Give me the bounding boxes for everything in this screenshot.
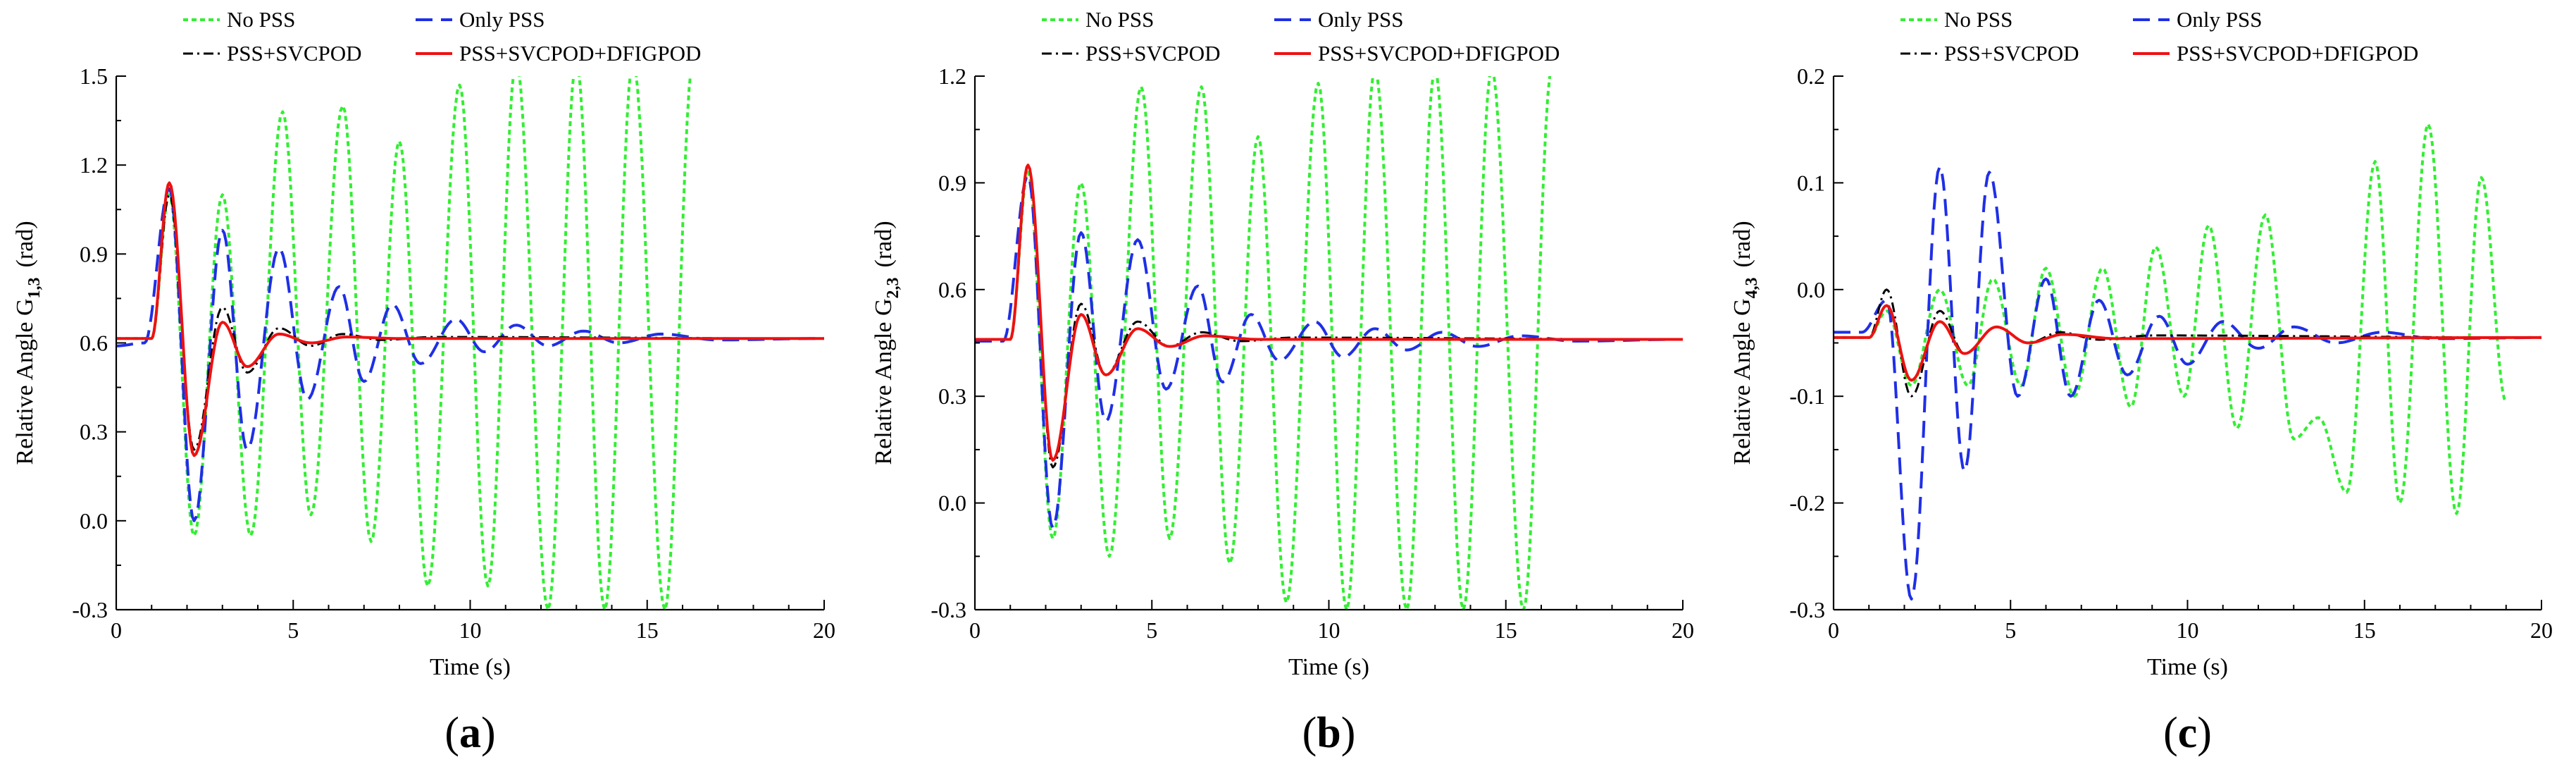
x-axis-title: Time (s) — [2147, 654, 2228, 680]
y-tick-label: -0.3 — [1789, 597, 1825, 622]
y-axis-title-subscript: 1,3 — [25, 278, 44, 299]
y-axis-title: Relative Angle G4,3 (rad) — [1729, 221, 1761, 465]
legend-label: No PSS — [1085, 7, 1154, 32]
x-axis-title: Time (s) — [1288, 654, 1369, 680]
legend-label: PSS+SVCPOD — [1944, 41, 2079, 66]
y-axis-title-unit: (rad) — [1729, 221, 1755, 267]
series-group — [1834, 123, 2541, 601]
panel-label: (a) — [444, 709, 495, 757]
legend-label: Only PSS — [2177, 7, 2262, 32]
series-line-pss-svcpod-dfigpod — [1834, 304, 2541, 382]
y-tick-label: -0.2 — [1789, 491, 1825, 516]
series-group — [116, 76, 824, 610]
series-line-only-pss — [116, 187, 824, 522]
y-tick-label: -0.3 — [72, 597, 108, 622]
chart-panel-a: 0 5 10 15 20 -0.3 0.0 0.3 0.6 0.9 1.2 1.5 Time (s) Re… — [0, 0, 859, 769]
y-tick-label: 1.5 — [80, 63, 108, 89]
x-tick-label: 5 — [1146, 617, 1157, 643]
legend-label: PSS+SVCPOD+DFIGPOD — [1318, 41, 1560, 66]
x-tick-label: 5 — [2005, 617, 2016, 643]
y-tick-label: 0.6 — [938, 277, 966, 302]
x-tick-label: 15 — [636, 617, 659, 643]
chart-panel-c: 0 5 10 15 20 -0.3 -0.2 -0.1 0.0 0.1 0.2 Time (s) Rel… — [1717, 0, 2576, 769]
x-tick-label: 15 — [2353, 617, 2376, 643]
legend-label: Only PSS — [1318, 7, 1403, 32]
series-line-pss-svcpod-dfigpod — [116, 181, 824, 457]
y-tick-label: 0.9 — [80, 241, 108, 266]
legend-label: No PSS — [1944, 7, 2012, 32]
legend-label: PSS+SVCPOD+DFIGPOD — [2177, 41, 2418, 66]
chart-b-svg: 0 5 10 15 20 -0.3 0.0 0.3 0.6 0.9 1.2 Time (s) Relat… — [871, 7, 1694, 757]
panel-label: (c) — [2163, 709, 2212, 757]
y-axis-title-unit: (rad) — [12, 221, 38, 267]
y-tick-label: 1.2 — [80, 152, 108, 178]
y-tick-label: 0.0 — [1797, 277, 1825, 302]
chart-c-svg: 0 5 10 15 20 -0.3 -0.2 -0.1 0.0 0.1 0.2 Time (s) Rel… — [1729, 7, 2553, 757]
x-tick-label: 20 — [1672, 617, 1694, 643]
y-tick-label: -0.1 — [1789, 383, 1825, 409]
y-tick-label: 0.2 — [1797, 63, 1825, 89]
legend-label: PSS+SVCPOD+DFIGPOD — [459, 41, 701, 66]
y-tick-label: -0.3 — [931, 597, 966, 622]
y-tick-label: 0.0 — [80, 508, 108, 534]
x-tick-label: 15 — [1495, 617, 1517, 643]
x-tick-label: 10 — [459, 617, 482, 643]
x-axis-title: Time (s) — [430, 654, 511, 680]
x-tick-label: 10 — [1318, 617, 1340, 643]
y-axis-title: Relative Angle G1,3 (rad) — [12, 221, 44, 465]
x-tick-label: 10 — [2177, 617, 2199, 643]
x-tick-label: 20 — [813, 617, 835, 643]
y-axis-title: Relative Angle G2,3 (rad) — [871, 221, 902, 465]
series-line-no-pss — [116, 76, 692, 610]
x-tick-label: 0 — [111, 617, 122, 643]
y-axis-title-subscript: 4,3 — [1743, 278, 1761, 299]
y-tick-label: 1.2 — [938, 63, 966, 89]
y-axis-title-prefix: Relative Angle G — [12, 299, 38, 465]
panel-label: (b) — [1302, 709, 1356, 757]
legend-label: PSS+SVCPOD — [227, 41, 362, 66]
y-tick-label: 0.9 — [938, 170, 966, 195]
series-group — [975, 76, 1683, 610]
y-tick-label: 0.3 — [80, 419, 108, 445]
legend-label: Only PSS — [459, 7, 545, 32]
series-line-only-pss — [975, 174, 1683, 529]
y-tick-label: 0.3 — [938, 383, 966, 409]
chart-panel-b: 0 5 10 15 20 -0.3 0.0 0.3 0.6 0.9 1.2 Time (s) Relat… — [859, 0, 1717, 769]
series-line-only-pss — [1834, 165, 2541, 601]
x-tick-label: 20 — [2530, 617, 2553, 643]
series-line-no-pss — [1834, 123, 2508, 515]
y-tick-label: 0.1 — [1797, 170, 1825, 195]
legend-label: No PSS — [227, 7, 295, 32]
y-tick-label: 0.6 — [80, 331, 108, 356]
y-tick-label: 0.0 — [938, 491, 966, 516]
y-axis-title-prefix: Relative Angle G — [1729, 299, 1755, 465]
x-tick-label: 0 — [969, 617, 981, 643]
chart-a-svg: 0 5 10 15 20 -0.3 0.0 0.3 0.6 0.9 1.2 1.5 Time (s) Re… — [12, 7, 835, 757]
legend-label: PSS+SVCPOD — [1085, 41, 1221, 66]
x-tick-label: 0 — [1828, 617, 1839, 643]
y-axis-title-prefix: Relative Angle G — [871, 299, 897, 465]
x-tick-label: 5 — [287, 617, 299, 643]
series-line-pss-svcpod-dfigpod — [975, 164, 1683, 462]
y-axis-title-unit: (rad) — [871, 221, 897, 267]
series-line-no-pss — [975, 76, 1552, 610]
y-axis-title-subscript: 2,3 — [884, 278, 902, 299]
